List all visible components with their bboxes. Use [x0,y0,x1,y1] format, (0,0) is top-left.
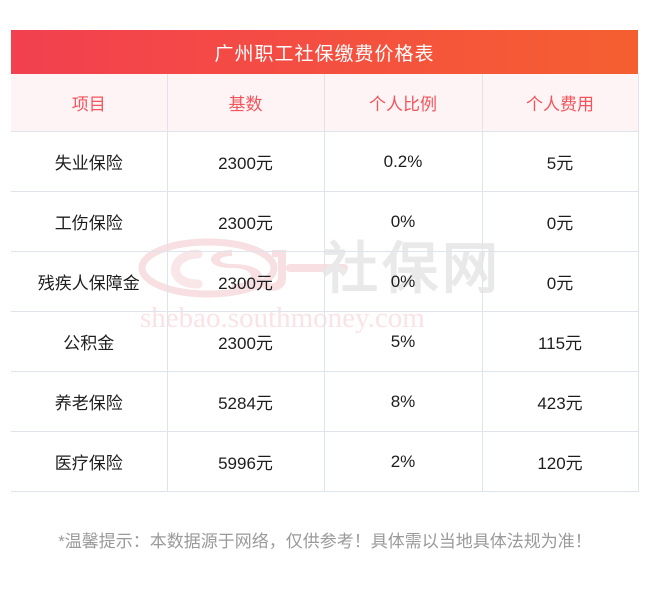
cell-fee: 120元 [482,431,639,492]
cell-fee: 115元 [482,311,639,372]
table-row: 医疗保险 5996元 2% 120元 [11,431,639,492]
table-row: 公积金 2300元 5% 115元 [11,311,639,372]
social-insurance-price-table: 广州职工社保缴费价格表 项目 基数 个人比例 个人费用 失业保险 2300元 0… [11,30,639,492]
cell-rate: 0% [324,191,483,252]
cell-rate: 8% [324,371,483,432]
table-title-row: 广州职工社保缴费价格表 [11,30,639,74]
table-row: 工伤保险 2300元 0% 0元 [11,191,639,252]
disclaimer-note: *温馨提示：本数据源于网络，仅供参考！具体需以当地具体法规为准！ [58,532,592,551]
cell-base: 2300元 [167,311,325,372]
cell-fee: 423元 [482,371,639,432]
cell-rate: 2% [324,431,483,492]
cell-item: 医疗保险 [11,431,168,492]
cell-fee: 0元 [482,191,639,252]
cell-base: 2300元 [167,131,325,192]
table-title: 广州职工社保缴费价格表 [11,30,639,74]
table-body: 失业保险 2300元 0.2% 5元 工伤保险 2300元 0% 0元 残疾人保… [11,131,639,492]
column-header-base: 基数 [167,74,325,132]
cell-rate: 0.2% [324,131,483,192]
cell-item: 公积金 [11,311,168,372]
column-header-rate: 个人比例 [324,74,483,132]
cell-fee: 5元 [482,131,639,192]
cell-item: 养老保险 [11,371,168,432]
column-header-fee: 个人费用 [482,74,639,132]
cell-item: 残疾人保障金 [11,251,168,312]
column-header-item: 项目 [11,74,168,132]
table-row: 养老保险 5284元 8% 423元 [11,371,639,432]
cell-fee: 0元 [482,251,639,312]
cell-base: 2300元 [167,191,325,252]
cell-rate: 0% [324,251,483,312]
table-row: 失业保险 2300元 0.2% 5元 [11,131,639,192]
cell-item: 失业保险 [11,131,168,192]
column-header-row: 项目 基数 个人比例 个人费用 [11,74,639,132]
table-row: 残疾人保障金 2300元 0% 0元 [11,251,639,312]
cell-base: 5284元 [167,371,325,432]
cell-rate: 5% [324,311,483,372]
cell-base: 5996元 [167,431,325,492]
table-container: 广州职工社保缴费价格表 项目 基数 个人比例 个人费用 失业保险 2300元 0… [11,30,639,492]
cell-base: 2300元 [167,251,325,312]
cell-item: 工伤保险 [11,191,168,252]
